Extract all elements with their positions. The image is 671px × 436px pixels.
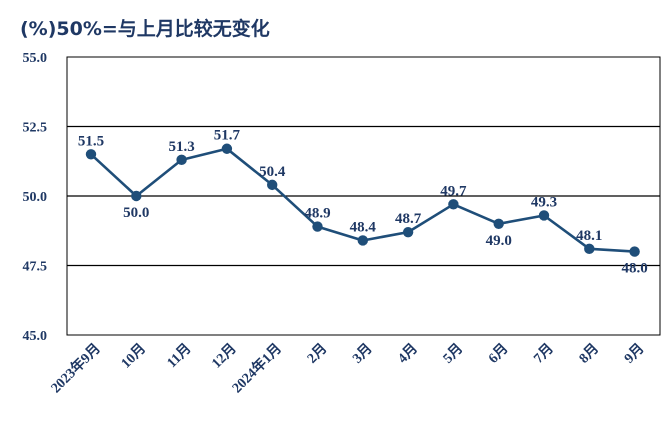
x-tick-label: 9月	[621, 341, 647, 367]
data-point	[538, 210, 550, 221]
data-label: 48.1	[576, 228, 602, 244]
x-tick-label: 12月	[209, 341, 240, 372]
data-point	[312, 221, 323, 232]
data-label: 51.7	[214, 128, 241, 144]
data-label: 50.4	[259, 164, 286, 180]
data-label: 51.3	[168, 139, 194, 155]
x-tick-label: 8月	[576, 341, 602, 367]
y-tick-label: 45.0	[23, 329, 48, 344]
x-tick-label: 2月	[304, 341, 330, 367]
data-point	[176, 154, 187, 166]
data-label: 49.7	[440, 183, 467, 199]
x-tick-label: 10月	[118, 341, 149, 372]
data-point	[221, 143, 233, 154]
data-point	[267, 179, 278, 191]
data-label: 48.9	[304, 206, 330, 222]
x-tick-label: 11月	[164, 341, 195, 372]
data-point	[131, 190, 142, 202]
x-tick-label: 3月	[349, 341, 375, 367]
data-label: 50.0	[123, 205, 149, 221]
y-tick-label: 47.5	[23, 260, 48, 275]
x-tick-label: 2023年9月	[47, 340, 104, 397]
data-label: 49.3	[531, 194, 557, 210]
data-point	[357, 235, 368, 246]
data-label: 48.0	[621, 261, 647, 277]
data-label: 48.4	[350, 219, 377, 235]
y-tick-label: 55.0	[23, 51, 48, 66]
data-point	[493, 218, 504, 229]
data-point	[402, 226, 414, 238]
data-label: 48.7	[395, 211, 422, 227]
data-point	[629, 246, 640, 257]
data-point	[85, 149, 97, 160]
y-tick-label: 52.5	[23, 121, 48, 136]
x-tick-label: 2024年1月	[228, 340, 285, 397]
data-label: 51.5	[78, 133, 104, 149]
y-tick-label: 50.0	[23, 190, 48, 205]
x-tick-label: 7月	[531, 341, 557, 367]
x-tick-label: 5月	[440, 341, 466, 367]
x-tick-label: 4月	[395, 341, 421, 367]
data-point	[584, 243, 595, 255]
data-label: 49.0	[486, 233, 512, 249]
data-point	[448, 199, 459, 210]
chart-title: (%)50%=与上月比较无变化	[20, 18, 270, 40]
x-tick-label: 6月	[485, 341, 511, 367]
